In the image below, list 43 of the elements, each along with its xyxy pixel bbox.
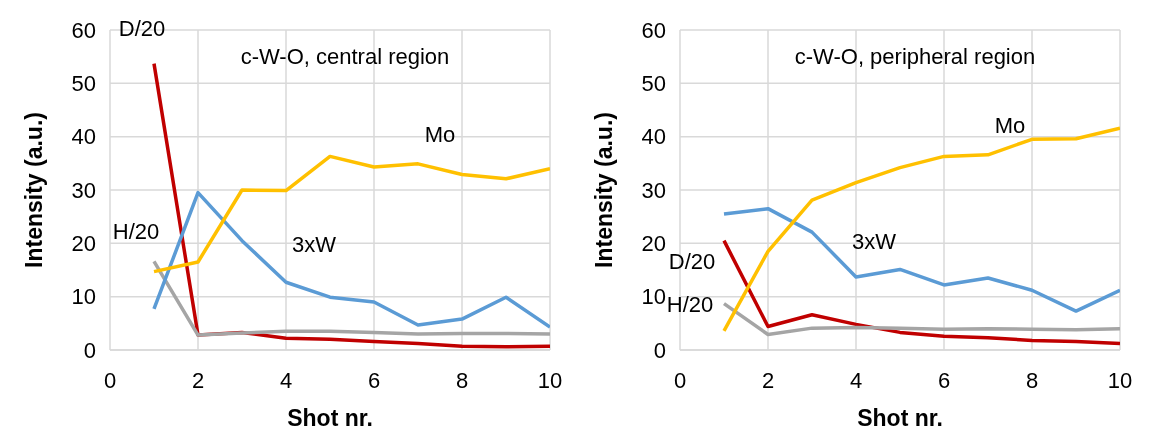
x-tick-label: 8 [455, 367, 469, 393]
series-label: D/20 [118, 15, 166, 41]
y-tick-label: 60 [71, 17, 96, 43]
text: c-W-O, peripheral region [793, 44, 1037, 70]
series-label: 3xW [292, 232, 337, 258]
y-tick-label: 0 [653, 337, 666, 363]
y-tick-label: 20 [641, 231, 666, 257]
y-tick-label: 50 [71, 71, 96, 97]
series-label: H/20 [112, 219, 160, 245]
line-series [722, 301, 1120, 337]
y-tick-label: 10 [71, 284, 96, 310]
series-label: Mo [424, 121, 456, 147]
line-series [722, 206, 1120, 313]
x-axis-title: Shot nr. [857, 405, 943, 431]
x-tick-label: 10 [537, 367, 563, 393]
series-label: 3xW [852, 228, 897, 254]
y-tick-label: 50 [641, 71, 666, 97]
x-tick-label: 2 [761, 367, 775, 393]
y-axis-title: Intensity (a.u.) [591, 112, 618, 268]
y-tick-label: 60 [641, 17, 666, 43]
x-tick-label: 2 [191, 367, 205, 393]
x-tick-label: 8 [1025, 367, 1039, 393]
y-tick-label: 30 [641, 177, 666, 203]
x-tick-label: 10 [1107, 367, 1133, 393]
x-axis-title: Shot nr. [287, 405, 373, 431]
y-axis-title: Intensity (a.u.) [21, 112, 48, 268]
y-tick-label: 0 [83, 337, 96, 363]
y-tick-label: 10 [641, 284, 666, 310]
x-tick-label: 0 [103, 367, 117, 393]
series-label: D/20 [668, 248, 716, 274]
y-tick-label: 30 [71, 177, 96, 203]
y-tick-label: 40 [641, 124, 666, 150]
x-tick-label: 0 [673, 367, 687, 393]
series-label: Mo [994, 112, 1026, 138]
x-tick-label: 4 [279, 367, 293, 393]
text: c-W-O, central region [239, 44, 451, 70]
y-tick-label: 40 [71, 124, 96, 150]
x-tick-label: 4 [849, 367, 863, 393]
x-tick-label: 6 [937, 367, 951, 393]
line-series [152, 259, 550, 337]
series-label: H/20 [666, 291, 714, 317]
y-tick-label: 20 [71, 231, 96, 257]
x-tick-label: 6 [367, 367, 381, 393]
